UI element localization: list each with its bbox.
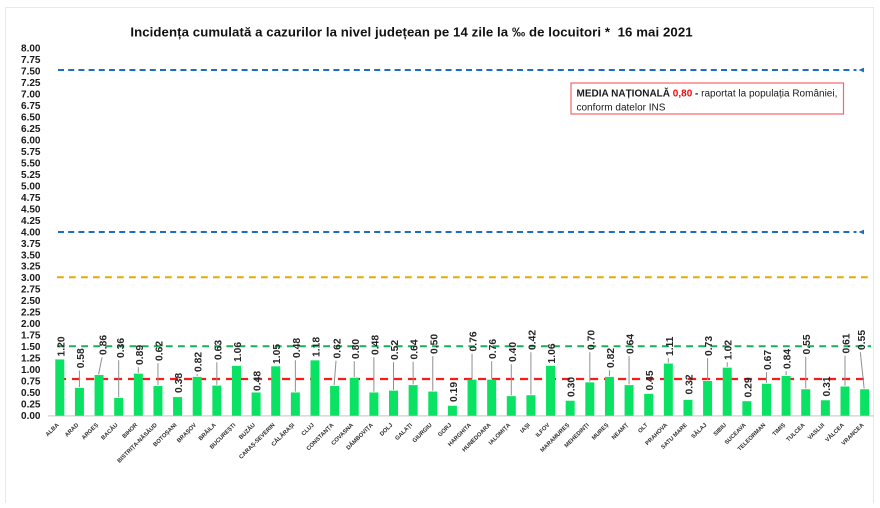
svg-text:0.19: 0.19 xyxy=(449,382,460,402)
svg-text:1.05: 1.05 xyxy=(272,344,283,364)
svg-text:6.00: 6.00 xyxy=(21,136,41,147)
svg-text:5.00: 5.00 xyxy=(21,181,41,192)
svg-text:0.86: 0.86 xyxy=(99,335,110,355)
svg-text:conform datelor INS: conform datelor INS xyxy=(577,102,666,113)
svg-text:0.73: 0.73 xyxy=(704,336,715,356)
svg-text:7.25: 7.25 xyxy=(21,78,41,89)
svg-text:0.38: 0.38 xyxy=(174,373,185,393)
svg-text:7.00: 7.00 xyxy=(21,90,41,101)
svg-text:0.64: 0.64 xyxy=(410,339,421,359)
svg-text:Incidența cumulată a cazurilor: Incidența cumulată a cazurilor la nivel … xyxy=(130,25,692,40)
svg-text:2.25: 2.25 xyxy=(21,308,41,319)
svg-text:0.40: 0.40 xyxy=(508,342,519,362)
svg-text:4.50: 4.50 xyxy=(21,204,41,215)
svg-text:0.50: 0.50 xyxy=(429,334,440,354)
svg-text:3.00: 3.00 xyxy=(21,273,41,284)
svg-text:0.70: 0.70 xyxy=(586,330,597,350)
svg-text:0.80: 0.80 xyxy=(351,339,362,359)
svg-text:2.50: 2.50 xyxy=(21,296,41,307)
svg-text:0.36: 0.36 xyxy=(116,338,127,358)
svg-text:1.50: 1.50 xyxy=(21,342,41,353)
svg-text:0.00: 0.00 xyxy=(21,411,41,422)
svg-text:5.25: 5.25 xyxy=(21,170,41,181)
svg-text:0.31: 0.31 xyxy=(822,376,833,396)
svg-text:4.75: 4.75 xyxy=(21,193,41,204)
svg-text:0.75: 0.75 xyxy=(21,377,41,388)
svg-text:0.48: 0.48 xyxy=(253,371,264,391)
svg-text:5.75: 5.75 xyxy=(21,147,41,158)
svg-text:3.75: 3.75 xyxy=(21,239,41,250)
svg-text:3.50: 3.50 xyxy=(21,250,41,261)
svg-text:0.55: 0.55 xyxy=(802,334,813,354)
svg-text:7.75: 7.75 xyxy=(21,55,41,66)
svg-text:0.61: 0.61 xyxy=(842,333,853,353)
svg-text:0.76: 0.76 xyxy=(469,331,480,351)
svg-text:0.82: 0.82 xyxy=(606,348,617,368)
svg-text:6.25: 6.25 xyxy=(21,124,41,135)
svg-text:5.50: 5.50 xyxy=(21,159,41,170)
svg-text:0.67: 0.67 xyxy=(763,350,774,370)
svg-text:MEDIA NAȚIONALĂ 0,80 - raport: MEDIA NAȚIONALĂ 0,80 - raportat la popul… xyxy=(577,87,838,100)
svg-text:1.75: 1.75 xyxy=(21,331,41,342)
svg-text:2.00: 2.00 xyxy=(21,319,41,330)
svg-text:6.50: 6.50 xyxy=(21,113,41,124)
svg-text:0.50: 0.50 xyxy=(21,388,41,399)
svg-text:4.25: 4.25 xyxy=(21,216,41,227)
svg-text:0.89: 0.89 xyxy=(135,345,146,365)
svg-text:7.50: 7.50 xyxy=(21,67,41,78)
svg-text:1.06: 1.06 xyxy=(547,343,558,363)
svg-text:2.75: 2.75 xyxy=(21,285,41,296)
svg-text:0.62: 0.62 xyxy=(154,341,165,361)
svg-text:0.30: 0.30 xyxy=(567,377,578,397)
svg-text:1.18: 1.18 xyxy=(311,337,322,357)
svg-text:0.58: 0.58 xyxy=(76,348,87,368)
svg-text:0.84: 0.84 xyxy=(783,349,794,369)
svg-text:1.11: 1.11 xyxy=(665,336,676,356)
svg-text:0.25: 0.25 xyxy=(21,399,41,410)
svg-text:1.25: 1.25 xyxy=(21,354,41,365)
svg-text:0.62: 0.62 xyxy=(333,338,344,358)
svg-text:3.25: 3.25 xyxy=(21,262,41,273)
svg-text:0.55: 0.55 xyxy=(857,330,868,350)
svg-text:0.48: 0.48 xyxy=(292,338,303,358)
svg-text:0.45: 0.45 xyxy=(645,370,656,390)
svg-text:0.48: 0.48 xyxy=(370,335,381,355)
svg-text:0.64: 0.64 xyxy=(626,334,637,354)
svg-text:0.63: 0.63 xyxy=(213,340,224,360)
svg-text:6.75: 6.75 xyxy=(21,101,41,112)
svg-text:0.42: 0.42 xyxy=(527,330,538,350)
svg-text:1.06: 1.06 xyxy=(233,342,244,362)
svg-text:1.20: 1.20 xyxy=(56,336,67,356)
svg-text:0.82: 0.82 xyxy=(194,352,205,372)
svg-text:0.52: 0.52 xyxy=(390,340,401,360)
svg-text:0.29: 0.29 xyxy=(743,377,754,397)
svg-text:0.76: 0.76 xyxy=(488,339,499,359)
svg-text:1.00: 1.00 xyxy=(21,365,41,376)
svg-text:8.00: 8.00 xyxy=(21,44,41,55)
svg-text:1.02: 1.02 xyxy=(724,340,735,360)
svg-text:0.32: 0.32 xyxy=(684,374,695,394)
svg-text:4.00: 4.00 xyxy=(21,227,41,238)
